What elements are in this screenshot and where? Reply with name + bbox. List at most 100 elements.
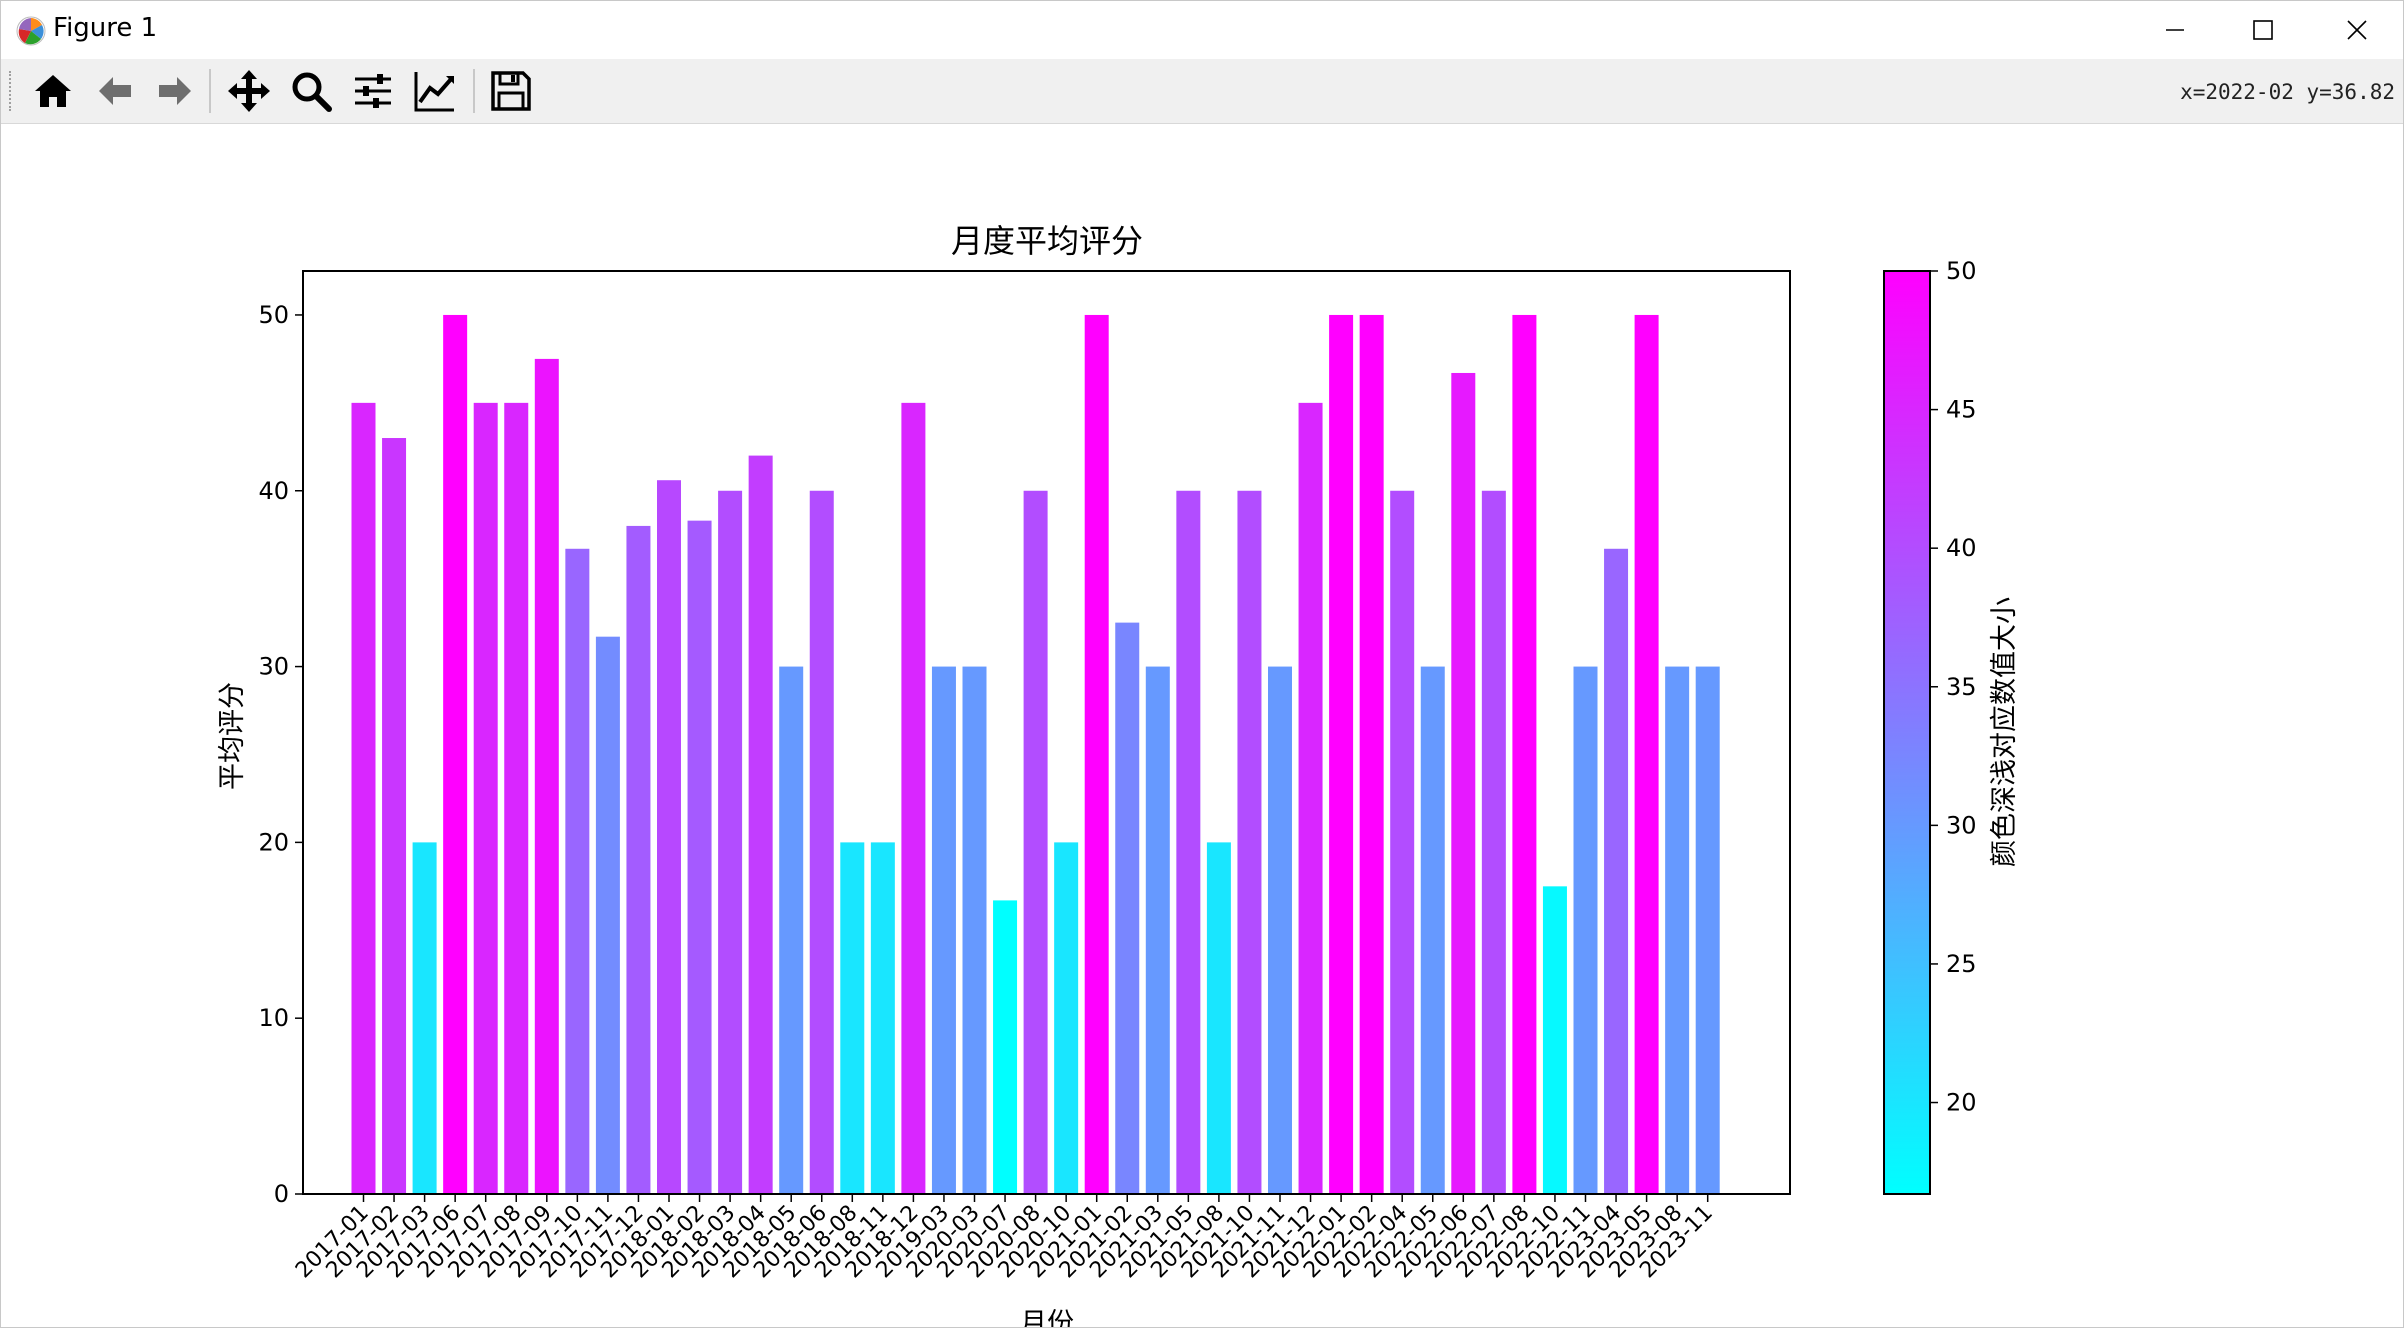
bar-2021-05	[1176, 490, 1201, 1194]
toolbar-separator	[209, 69, 211, 113]
maximize-button[interactable]	[2217, 1, 2309, 59]
navigation-toolbar	[1, 59, 2403, 124]
bar-2018-04	[748, 455, 773, 1195]
title-bar: Figure 1	[1, 1, 2403, 59]
back-button[interactable]	[89, 66, 141, 116]
colorbar-ticks: 20 25 30 35 40 45 50	[1930, 257, 1977, 1117]
bar-2022-05	[1420, 666, 1445, 1194]
y-tick-label: 0	[274, 1180, 289, 1208]
bar-2020-07	[993, 900, 1018, 1194]
bar-2017-09	[534, 358, 559, 1194]
bar-2020-03	[962, 666, 987, 1194]
zoom-icon	[292, 72, 332, 112]
cursor-coordinates: x=2022-02 y=36.82	[2180, 80, 2395, 104]
home-icon	[35, 75, 71, 107]
bar-2021-12	[1298, 402, 1323, 1194]
y-axis-label: 平均评分	[217, 682, 248, 790]
x-axis-ticks: 2017-012017-022017-032017-062017-072017-…	[291, 1194, 1718, 1283]
bar-2021-02	[1115, 622, 1140, 1194]
bar-2018-01	[657, 480, 681, 1194]
x-axis-label: 月份	[1020, 1308, 1074, 1327]
bar-2023-11	[1695, 666, 1720, 1194]
bar-2017-07	[473, 402, 498, 1194]
bar-2020-08	[1023, 490, 1048, 1194]
bar-2018-02	[687, 520, 712, 1194]
bar-2017-12	[626, 525, 651, 1194]
bar-2022-04	[1390, 490, 1415, 1194]
bar-2021-10	[1237, 490, 1262, 1194]
bar-2018-12	[901, 402, 926, 1194]
colorbar-tick-label: 45	[1946, 396, 1977, 424]
chart-title: 月度平均评分	[951, 222, 1143, 260]
pan-button[interactable]	[223, 66, 275, 116]
window-title: Figure 1	[53, 13, 158, 43]
bar-2021-01	[1084, 314, 1109, 1194]
bar-2023-08	[1665, 666, 1690, 1194]
configure-subplots-button[interactable]	[347, 66, 399, 116]
configure-subplots-icon	[355, 74, 391, 108]
bar-2022-07	[1481, 490, 1506, 1194]
back-icon	[99, 77, 131, 105]
colorbar	[1883, 270, 1931, 1195]
home-button[interactable]	[27, 66, 79, 116]
y-axis-ticks: 0 10 20 30 40 50	[258, 301, 303, 1208]
bar-2023-05	[1634, 314, 1659, 1194]
toolbar-grip	[9, 71, 15, 111]
bar-2021-11	[1268, 666, 1292, 1194]
bar-2018-08	[840, 842, 865, 1194]
close-icon	[2347, 20, 2367, 40]
bar-2017-11	[595, 636, 620, 1194]
colorbar-tick-label: 30	[1946, 811, 1977, 839]
bar-2021-03	[1145, 666, 1170, 1194]
bar-2022-10	[1542, 886, 1567, 1194]
bar-2017-01	[351, 402, 376, 1194]
bar-2023-04	[1604, 548, 1629, 1194]
bar-2020-10	[1054, 842, 1079, 1194]
bar-2017-08	[504, 402, 529, 1194]
bar-2022-11	[1573, 666, 1598, 1194]
edit-axis-icon	[414, 72, 454, 112]
colorbar-tick-label: 25	[1946, 950, 1977, 978]
y-tick-label: 30	[258, 653, 289, 681]
bar-2022-01	[1329, 314, 1354, 1194]
bar-2022-06	[1451, 372, 1476, 1194]
bar-chart: 月度平均评分 平均评分 月份 0 10 20 30 40 50 2017-012017-0…	[217, 222, 2020, 1331]
maximize-icon	[2253, 20, 2273, 40]
colorbar-tick-label: 40	[1946, 534, 1977, 562]
colorbar-tick-label: 50	[1946, 257, 1977, 285]
y-tick-label: 50	[258, 301, 289, 329]
bar-2017-03	[412, 842, 437, 1194]
minimize-button[interactable]	[2129, 1, 2221, 59]
colorbar-tick-label: 35	[1946, 673, 1977, 701]
toolbar-separator	[473, 69, 475, 113]
bar-2018-05	[779, 666, 804, 1194]
forward-button[interactable]	[149, 66, 201, 116]
bar-2019-03	[931, 666, 956, 1194]
y-tick-label: 20	[258, 828, 289, 856]
bar-2018-11	[870, 842, 895, 1194]
save-icon	[491, 71, 531, 111]
y-tick-label: 10	[258, 1004, 289, 1032]
colorbar-label: 颜色深浅对应数值大小	[1989, 597, 2020, 867]
plot-frame	[302, 270, 1791, 1195]
bar-2022-08	[1512, 314, 1537, 1194]
bar-2021-08	[1206, 842, 1231, 1194]
matplotlib-logo-icon	[16, 16, 46, 46]
save-button[interactable]	[485, 66, 537, 116]
pan-icon	[228, 70, 270, 112]
bar-2017-02	[382, 438, 407, 1194]
bar-2017-10	[565, 548, 590, 1194]
colorbar-tick-label: 20	[1946, 1089, 1977, 1117]
bar-series	[351, 314, 1720, 1195]
y-tick-label: 40	[258, 477, 289, 505]
bar-2022-02	[1359, 314, 1384, 1194]
bar-2018-03	[718, 490, 743, 1194]
edit-axis-button[interactable]	[409, 66, 461, 116]
forward-icon	[159, 77, 191, 105]
figure-canvas: 月度平均评分 平均评分 月份 0 10 20 30 40 50 2017-01 2017-0…	[1, 124, 2403, 1331]
close-button[interactable]	[2311, 1, 2403, 59]
zoom-button[interactable]	[285, 66, 337, 116]
bar-2017-06	[443, 314, 468, 1194]
bar-2018-06	[809, 490, 834, 1194]
